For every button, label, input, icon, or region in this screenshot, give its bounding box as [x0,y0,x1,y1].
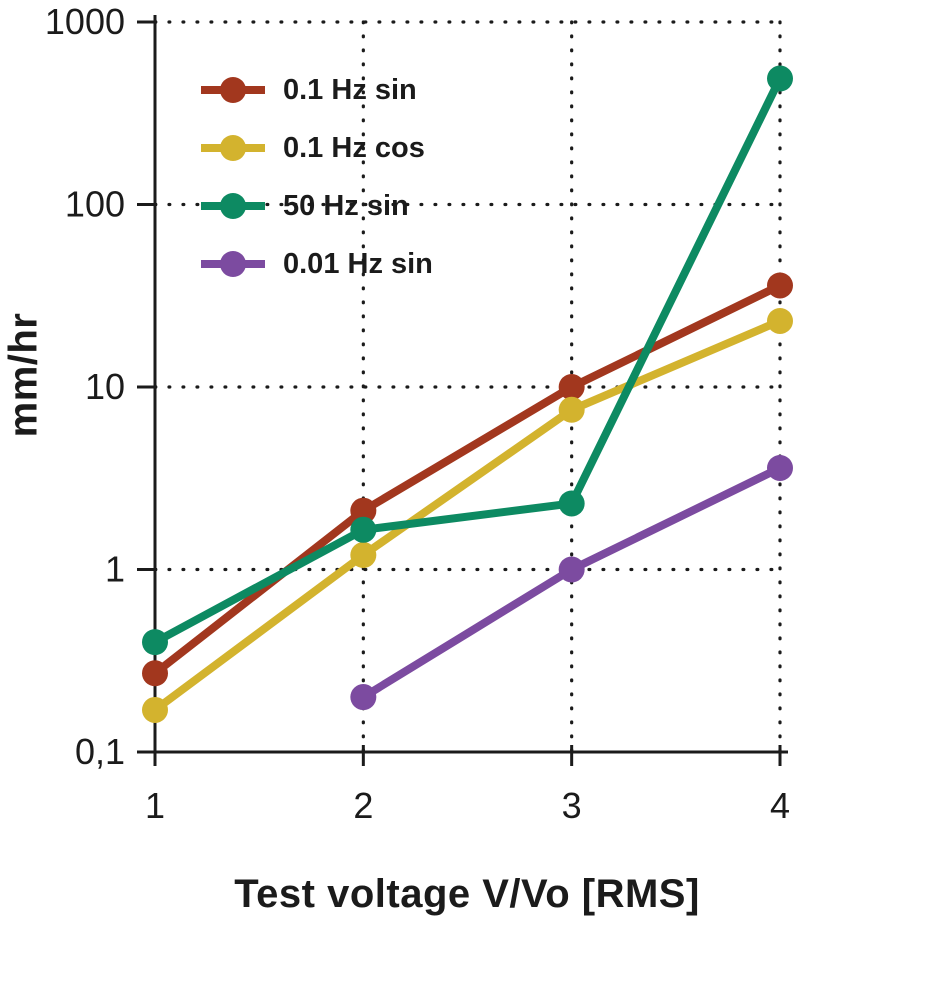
data-point-0-1-hz-cos [767,307,793,334]
legend-label: 0.1 Hz cos [283,131,425,164]
y-tick-label: 1 [105,549,125,590]
data-point-0-1-hz-cos [350,542,377,569]
data-point-0-1-hz-sin [350,497,377,524]
legend: 0.1 Hz sin 0.1 Hz cos 50 Hz sin 0.01 Hz … [200,61,433,293]
series-line-50-hz-sin [151,74,784,647]
x-tick-label: 2 [353,785,373,826]
series-line-0-1-hz-sin [151,281,784,678]
legend-item: 0.01 Hz sin [200,235,433,293]
data-point-0-1-hz-cos [558,396,585,423]
legend-label: 0.01 Hz sin [283,247,433,280]
y-tick-label: 1000 [45,1,125,42]
y-tick-label: 0,1 [75,731,125,772]
legend-item: 50 Hz sin [200,177,433,235]
data-point-0-01-hz-sin [350,684,377,711]
x-axis-title: Test voltage V/Vo [RMS] [234,872,700,916]
data-point-0-01-hz-sin [767,454,793,481]
legend-marker-line [201,135,265,161]
data-point-50-hz-sin [142,629,168,656]
x-tick-label: 3 [562,785,582,826]
data-point-0-1-hz-sin [767,272,793,299]
x-tick-label: 1 [145,785,165,826]
data-point-50-hz-sin [350,516,377,543]
data-point-0-1-hz-sin [558,374,585,400]
x-tick-label: 4 [770,785,790,826]
data-point-0-01-hz-sin [558,556,585,583]
data-point-50-hz-sin [767,65,793,92]
series-line-0-1-hz-cos [151,316,784,714]
data-point-50-hz-sin [558,490,585,517]
legend-marker-line [201,251,265,277]
legend-marker-line [201,193,265,219]
data-point-0-1-hz-cos [142,696,168,723]
legend-item: 0.1 Hz cos [200,119,433,177]
y-axis-title: mm/hr [1,312,46,438]
y-tick-label: 100 [65,184,125,225]
legend-item: 0.1 Hz sin [200,61,433,119]
data-point-0-1-hz-sin [142,660,168,687]
legend-label: 50 Hz sin [283,189,409,222]
legend-marker-line [201,77,265,103]
y-tick-label: 10 [85,366,125,407]
legend-label: 0.1 Hz sin [283,73,417,106]
